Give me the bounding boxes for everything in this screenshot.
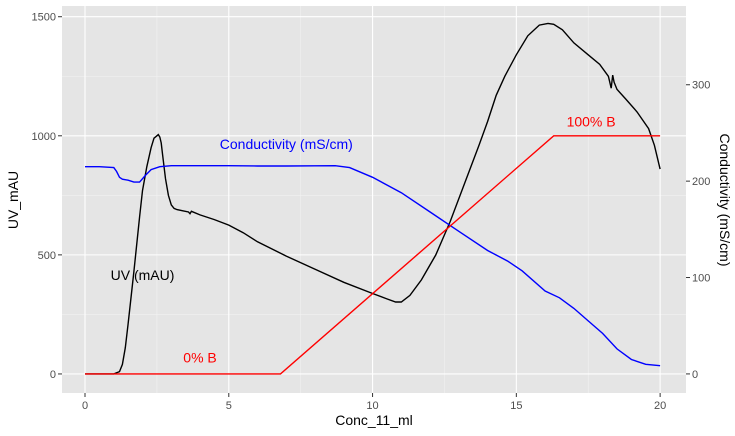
x-tick-label: 0	[82, 400, 88, 412]
x-tick-label: 20	[654, 400, 666, 412]
annotations: UV (mAU) Conductivity (mS/cm) 0% B 100% …	[111, 113, 616, 365]
y-axis-title: UV_mAU	[5, 171, 21, 229]
y2-axis-title: Conductivity (mS/cm)	[717, 133, 733, 266]
y-tick-label: 1000	[32, 131, 56, 143]
x-axis-title: Conc_11_ml	[335, 412, 413, 428]
y-axis-right: 0 100 200 300	[686, 80, 710, 381]
minor-gridlines	[62, 6, 686, 393]
y-tick-label: 0	[50, 369, 56, 381]
x-tick-label: 5	[226, 400, 232, 412]
conductivity-series-line	[85, 164, 661, 367]
gradient-series-line	[85, 135, 661, 375]
y2-tick-label: 0	[692, 369, 698, 381]
x-tick-label: 10	[366, 400, 378, 412]
y2-tick-label: 200	[692, 176, 710, 188]
annotation-hundred-percent-b-label: 100% B	[567, 113, 616, 129]
y-tick-label: 500	[38, 250, 56, 262]
y2-tick-label: 100	[692, 273, 710, 285]
y-tick-label: 1500	[32, 12, 56, 24]
annotation-zero-percent-b-label: 0% B	[183, 350, 216, 366]
annotation-uv-label: UV (mAU)	[111, 267, 175, 283]
x-axis: 0 5 10 15 20	[82, 393, 666, 412]
uv-series-line	[85, 22, 661, 375]
y-axis-left: 0 500 1000 1500	[32, 12, 62, 381]
y2-tick-label: 300	[692, 80, 710, 92]
annotation-conductivity-label: Conductivity (mS/cm)	[220, 136, 353, 152]
plot-panel	[62, 6, 686, 393]
x-tick-label: 15	[510, 400, 522, 412]
series-layer	[85, 22, 661, 375]
